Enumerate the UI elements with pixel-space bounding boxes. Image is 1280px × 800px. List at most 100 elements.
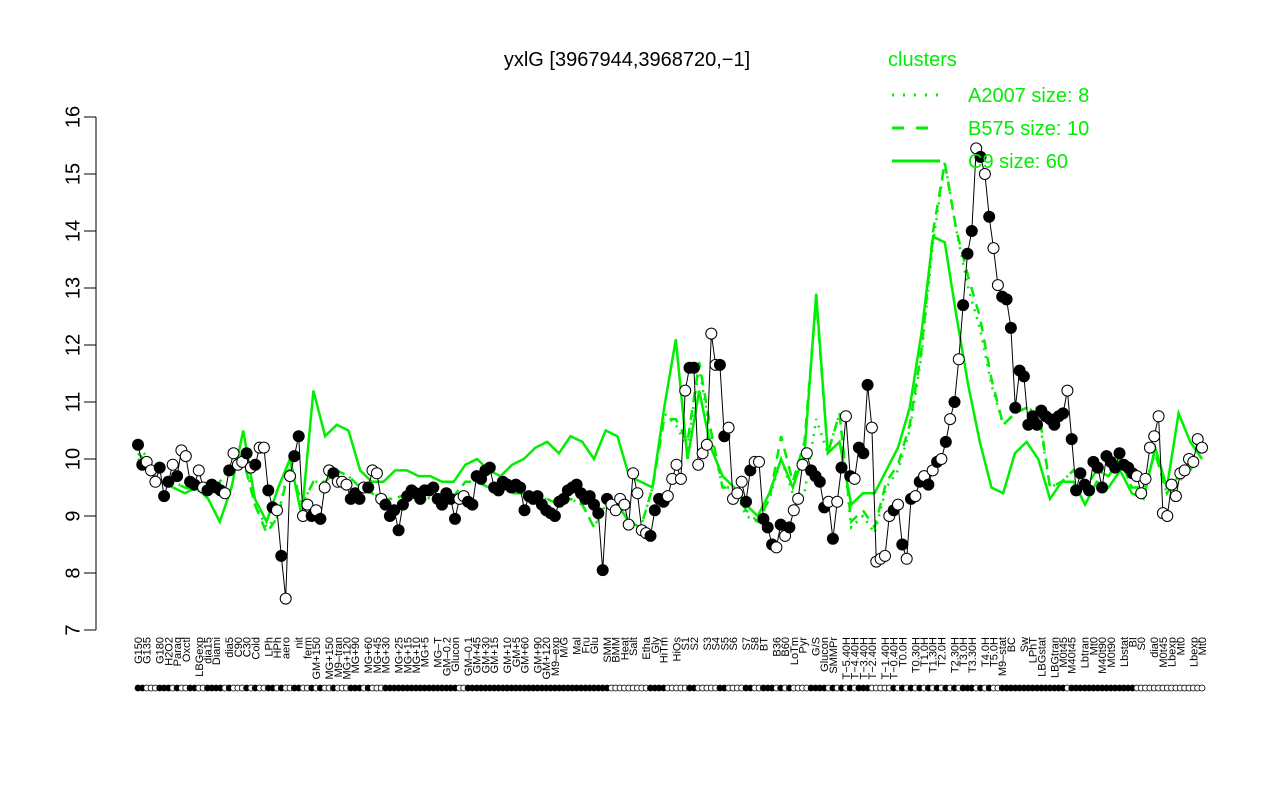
x-tick-label: M0t90 — [1106, 637, 1118, 668]
x-tick-label: SMM — [602, 637, 614, 663]
data-point — [292, 430, 305, 443]
data-point — [166, 458, 179, 471]
legend-label: C9 size: 60 — [968, 151, 1068, 173]
x-tick-label: GM–0.2 — [441, 637, 453, 676]
data-point — [622, 518, 635, 531]
x-tick-label: G150 — [133, 637, 145, 664]
x-tick-label: S8 — [750, 637, 762, 650]
x-tick-label: GM+60 — [520, 637, 532, 673]
data-point — [518, 504, 531, 517]
x-tick-label: T−3.40H — [858, 637, 870, 680]
x-tick-label: GM+90 — [533, 637, 545, 673]
data-point — [879, 549, 891, 562]
legend-label: A2007 size: 8 — [968, 85, 1089, 107]
x-tick-label: T4.0H — [980, 637, 992, 667]
x-tick-label: GM+10 — [502, 637, 514, 673]
data-point — [218, 487, 231, 500]
x-tick-label: MG+25 — [394, 637, 406, 673]
data-point — [1091, 461, 1104, 474]
data-point — [223, 464, 236, 477]
x-tick-label: Cold — [250, 637, 262, 660]
x-tick-label: ferm — [302, 637, 314, 659]
data-point — [548, 510, 561, 522]
y-tick-label: 7 — [62, 624, 84, 635]
data-point — [1152, 410, 1165, 423]
y-tick-label: 15 — [62, 163, 84, 185]
x-tick-label: Lbexp — [1167, 637, 1179, 667]
x-tick-label: MG+45 — [372, 637, 384, 673]
x-tick-label: GM+5 — [511, 637, 523, 667]
x-tick-label: GM+15 — [489, 637, 501, 673]
x-tick-label: T2.30H — [949, 637, 961, 673]
x-tick-label: Mt0 — [1197, 637, 1209, 655]
data-point — [1009, 401, 1022, 414]
data-point — [900, 552, 913, 565]
data-point — [909, 490, 922, 503]
x-tick-label: G/S — [810, 637, 822, 656]
data-point — [149, 475, 162, 488]
x-tick-label: S7 — [741, 637, 753, 650]
x-tick-label: HiOs — [672, 637, 684, 662]
x-tick-label: C90 — [233, 637, 245, 657]
data-point — [388, 504, 401, 517]
x-tick-label: C30 — [242, 637, 254, 657]
data-point — [353, 492, 366, 505]
x-tick-label: BC — [1006, 637, 1018, 652]
data-point — [132, 438, 144, 451]
data-point — [466, 498, 479, 511]
data-point — [379, 498, 392, 511]
data-point — [1004, 321, 1017, 334]
data-point — [1165, 478, 1178, 491]
data-point — [1196, 441, 1208, 454]
data-point — [722, 421, 735, 434]
data-point — [153, 461, 166, 474]
x-tick-label: M9–tran — [333, 637, 345, 677]
data-point — [362, 481, 375, 494]
data-point — [896, 538, 909, 551]
x-tick-label: Glucon — [450, 637, 462, 672]
x-tick-label: GM+150 — [311, 637, 323, 680]
data-point — [1017, 370, 1030, 383]
data-point — [826, 532, 839, 545]
x-tick-label: Gly — [650, 637, 662, 654]
x-tick-label: MG+15 — [402, 637, 414, 673]
x-tick-label: Fru — [580, 637, 592, 654]
data-point — [301, 498, 314, 511]
data-point — [162, 475, 175, 488]
data-point — [1161, 510, 1174, 522]
data-point — [948, 396, 961, 408]
x-tick-label: M40t90 — [1097, 637, 1109, 674]
y-tick-label: 8 — [62, 567, 84, 578]
data-point — [813, 475, 826, 488]
x-tick-label: T−5.40H — [841, 637, 853, 680]
data-point — [1074, 467, 1087, 480]
x-tick-label: dia5 — [224, 637, 236, 658]
x-tick-label: BT — [758, 637, 770, 651]
data-point — [314, 512, 327, 525]
data-point — [318, 481, 331, 494]
legend-label: B575 size: 10 — [968, 118, 1089, 140]
x-tick-label: M40t45 — [1067, 637, 1079, 674]
data-point — [670, 458, 683, 471]
x-tick-label: GM+30 — [480, 637, 492, 673]
data-point — [857, 447, 870, 460]
x-tick-label: Lbstat — [1119, 637, 1131, 667]
chart-title: yxlG [3967944,3968720,−1] — [504, 49, 750, 71]
data-point — [370, 467, 383, 480]
x-tick-label: LBGexp — [194, 637, 206, 677]
x-tick-label: Mt0 — [1175, 637, 1187, 655]
data-point — [596, 564, 609, 577]
x-tick-label: M0t45 — [1058, 637, 1070, 668]
x-tick-label: LPhT — [1028, 637, 1040, 664]
x-tick-label: T−2.40H — [867, 637, 879, 680]
x-tick-label: MG+60 — [363, 637, 375, 673]
x-tick-label: SMMPr — [828, 637, 840, 674]
x-tick-label: LPh — [263, 637, 275, 657]
data-point — [592, 507, 605, 520]
data-point — [705, 327, 718, 340]
x-tick-label: T−4.40H — [850, 637, 862, 680]
x-tick-label: Heat — [619, 637, 631, 660]
x-tick-label: BI — [1128, 637, 1140, 647]
x-tick-label: nit — [294, 637, 306, 649]
